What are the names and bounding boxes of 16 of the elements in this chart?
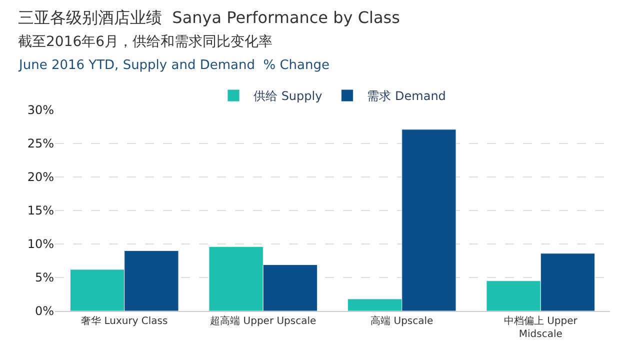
y-tick-label: 5%	[34, 270, 54, 285]
x-tick-label: 中档偏上 Upper Midscale	[504, 315, 578, 340]
y-tick-label: 10%	[27, 237, 54, 252]
y-tick-label: 30%	[27, 103, 54, 118]
y-tick-label: 20%	[27, 170, 54, 184]
chart-title: 三亚各级别酒店业绩 Sanya Performance by Class	[18, 8, 400, 27]
legend-label: 需求 Demand	[367, 89, 446, 104]
x-tick-label: 奢华 Luxury Class	[81, 315, 168, 327]
y-tick-label: 25%	[27, 136, 54, 151]
x-tick-label: 高端 Upscale	[370, 315, 434, 327]
x-tick-label: 超高端 Upper Upscale	[210, 315, 316, 327]
y-tick-label: 15%	[27, 204, 54, 218]
legend-label: 供给 Supply	[254, 89, 322, 104]
text: June 2016 YTD, Supply and Demand % Change	[18, 58, 330, 73]
chart-subtitle: 截至2016年6月，供给和需求同比变化率	[18, 34, 273, 50]
y-tick-label: 0%	[34, 304, 54, 318]
